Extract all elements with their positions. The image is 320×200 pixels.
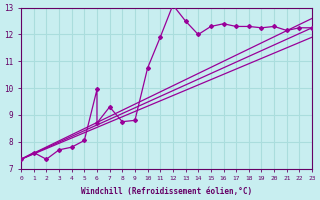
- X-axis label: Windchill (Refroidissement éolien,°C): Windchill (Refroidissement éolien,°C): [81, 187, 252, 196]
